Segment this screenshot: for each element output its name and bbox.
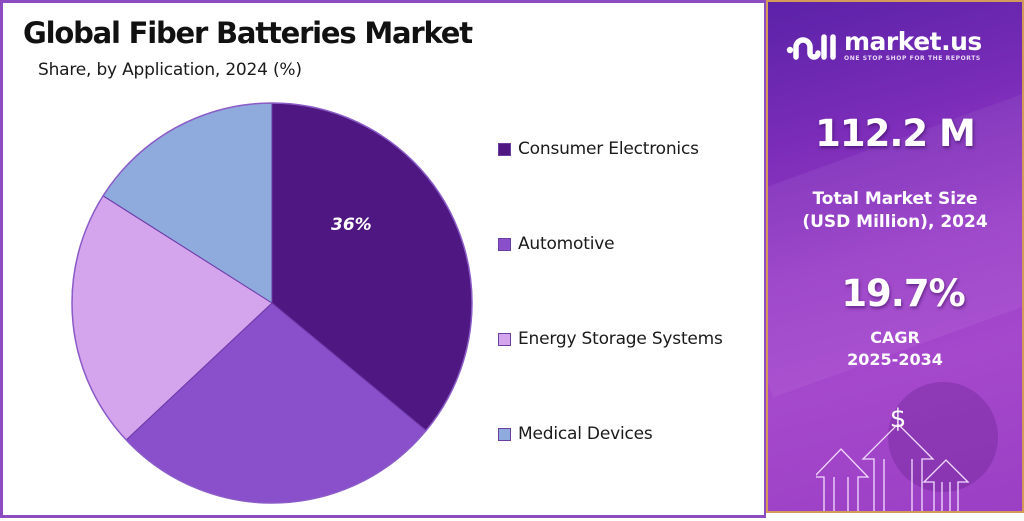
legend-item-medical-devices: Medical Devices [498, 424, 653, 444]
background-coin-decoration [888, 382, 998, 492]
legend-swatch-icon [498, 237, 511, 251]
market-size-label-line1: Total Market Size [812, 189, 978, 209]
chart-title: Global Fiber Batteries Market [23, 16, 473, 50]
legend-swatch-icon [498, 142, 511, 156]
cagr-value: 19.7% [841, 272, 965, 315]
pie-chart [71, 102, 473, 504]
legend-label: Energy Storage Systems [518, 329, 723, 349]
brand-logo: market.us ONE STOP SHOP FOR THE REPORTS [786, 29, 982, 63]
legend-swatch-icon [498, 427, 511, 441]
legend-label: Medical Devices [518, 424, 653, 444]
dollar-icon: $ [890, 404, 907, 434]
legend-swatch-icon [498, 332, 511, 346]
legend-label: Consumer Electronics [518, 139, 699, 159]
growth-arrows-icon: $ [816, 404, 970, 511]
cagr-label-line2: 2025-2034 [847, 350, 943, 369]
chart-subtitle: Share, by Application, 2024 (%) [38, 60, 302, 80]
stats-sidebar: market.us ONE STOP SHOP FOR THE REPORTS … [766, 0, 1024, 513]
brand-name: market.us [844, 27, 982, 56]
legend-label: Automotive [518, 234, 615, 254]
cagr-label-line1: CAGR [870, 328, 920, 347]
legend-item-consumer-electronics: Consumer Electronics [498, 139, 699, 159]
market-size-label-line2: (USD Million), 2024 [802, 212, 988, 232]
legend-item-automotive: Automotive [498, 234, 615, 254]
chart-panel: Global Fiber Batteries Market Share, by … [0, 0, 766, 518]
brand-tagline: ONE STOP SHOP FOR THE REPORTS [844, 55, 981, 62]
pie-slice-label-consumer-electronics: 36% [331, 215, 372, 235]
market-us-logo-icon [786, 34, 836, 60]
market-size-value: 112.2 M [815, 112, 976, 155]
legend-item-energy-storage-systems: Energy Storage Systems [498, 329, 723, 349]
